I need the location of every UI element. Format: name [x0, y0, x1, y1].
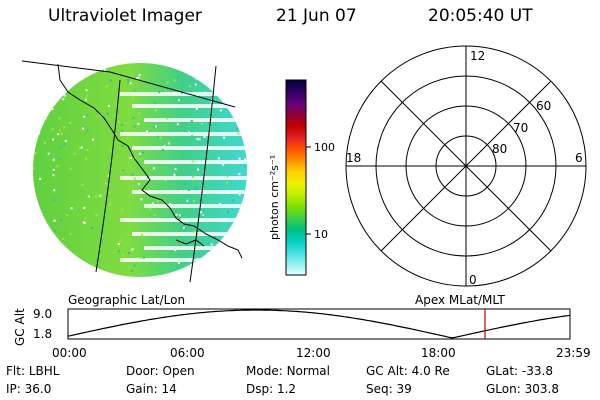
altitude-tick-low: 1.8 [33, 327, 52, 341]
info-field: Mode: Normal [246, 364, 330, 378]
colorbar-unit-label: photon cm⁻²s⁻¹ [268, 155, 281, 240]
mlat-label-70: 70 [513, 121, 528, 135]
scan-stripe [120, 218, 247, 222]
colorbar [285, 79, 307, 276]
time-tick: 06:00 [170, 346, 205, 360]
info-field: IP: 36.0 [6, 382, 52, 396]
info-field: Door: Open [126, 364, 195, 378]
scan-stripe [132, 146, 247, 150]
longitude-line-right [189, 65, 217, 283]
apex-label: Apex MLat/MLT [415, 293, 505, 307]
mlt-label-12: 12 [470, 49, 485, 63]
app-title: Ultraviolet Imager [48, 6, 202, 26]
altitude-axis-label: GC Alt [13, 308, 27, 346]
altitude-plot [67, 308, 571, 340]
time-label: 20:05:40 UT [428, 6, 533, 26]
coastline-island [175, 239, 205, 247]
scan-stripe [120, 92, 247, 96]
time-tick: 23:59 [556, 346, 591, 360]
time-tick: 12:00 [296, 346, 331, 360]
mlat-label-80: 80 [492, 142, 507, 156]
info-field: Gain: 14 [126, 382, 177, 396]
colorbar-ticks [306, 146, 311, 235]
geographic-label: Geographic Lat/Lon [68, 293, 185, 307]
scan-stripe [132, 190, 247, 194]
geo-overlay [21, 60, 243, 283]
scan-stripe [120, 132, 247, 136]
info-field: Seq: 39 [366, 382, 412, 396]
mlt-label-18: 18 [346, 151, 361, 165]
time-tick: 18:00 [421, 346, 456, 360]
uv-disk-image [33, 63, 247, 277]
colorbar-tick-label: 100 [314, 141, 335, 154]
scan-stripe [120, 176, 247, 180]
info-field: Dsp: 1.2 [246, 382, 297, 396]
info-field: GLat: -33.8 [486, 364, 553, 378]
info-field: Flt: LBHL [6, 364, 60, 378]
info-field: GC Alt: 4.0 Re [366, 364, 450, 378]
altitude-curve [67, 309, 571, 339]
scan-stripe [144, 118, 247, 122]
mlt-label-6: 6 [575, 151, 583, 165]
polar-plot [345, 45, 587, 287]
mlt-label-0: 0 [469, 273, 477, 287]
info-field: GLon: 303.8 [486, 382, 559, 396]
mlat-label-60: 60 [536, 99, 551, 113]
scan-stripe [132, 104, 247, 108]
scan-stripe [144, 204, 247, 208]
scan-stripe [144, 246, 247, 250]
scan-stripe [132, 232, 247, 236]
polar-labels: 12 18 6 0 60 70 80 [346, 49, 583, 287]
scan-stripe [144, 160, 247, 164]
longitude-line-left [95, 79, 121, 273]
date-label: 21 Jun 07 [276, 6, 357, 26]
latitude-line [21, 60, 236, 108]
noise-speckle [33, 63, 247, 277]
scan-stripes [120, 92, 247, 262]
colorbar-tick-label: 10 [314, 228, 328, 241]
altitude-tick-high: 9.0 [33, 307, 52, 321]
time-tick: 00:00 [52, 346, 87, 360]
coastline [57, 63, 243, 259]
scan-stripe [120, 258, 247, 262]
